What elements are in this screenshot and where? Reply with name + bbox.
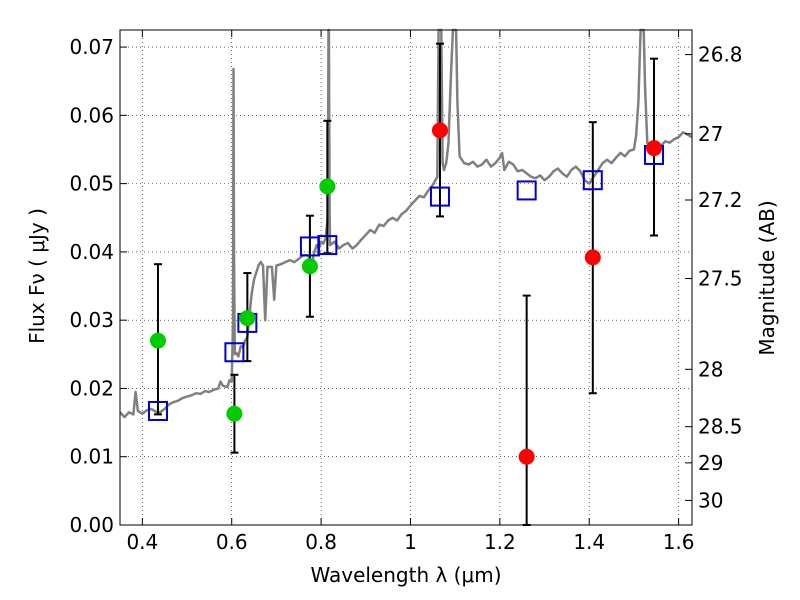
- right-axis-label: Magnitude (AB): [755, 200, 779, 355]
- right-tick-label: 29: [698, 451, 723, 475]
- x-tick-label: 1.4: [573, 530, 605, 554]
- green-data-point: [301, 258, 318, 275]
- right-magnitude-axis: 26.8 27 27.2 27.5 28 28.5 29 30: [685, 43, 743, 512]
- y-tick-label: 0.02: [69, 376, 114, 400]
- right-tick-label: 27.5: [698, 267, 743, 291]
- model-photometry-square: [224, 342, 245, 363]
- x-tick-label: 1.6: [663, 530, 695, 554]
- model-photometry-square: [147, 400, 168, 421]
- green-data-point: [149, 332, 166, 349]
- y-tick-label: 0.06: [69, 103, 114, 127]
- y-tick-label: 0.07: [69, 35, 114, 59]
- right-tick-label: 27.2: [698, 188, 743, 212]
- y-tick-label: 0.04: [69, 240, 114, 264]
- right-tick-label: 30: [698, 488, 723, 512]
- x-tick-label: 0.8: [305, 530, 337, 554]
- model-spectrum-line: [119, 28, 693, 419]
- grid: [120, 30, 692, 526]
- model-photometry-square: [582, 170, 603, 191]
- plot-frame: [119, 29, 693, 526]
- green-data-point: [239, 310, 256, 327]
- y-axis: 0.00 0.01 0.02 0.03 0.04 0.05 0.06 0.07: [69, 35, 127, 537]
- right-tick-label: 27: [698, 122, 723, 146]
- green-data-point: [319, 178, 336, 195]
- y-tick-label: 0.00: [69, 513, 114, 537]
- y-axis-label: Flux Fν ( μJy ): [25, 208, 49, 344]
- model-photometry-square: [317, 235, 338, 256]
- x-axis: 0.4 0.6 0.8 1 1.2 1.4 1.6: [126, 30, 695, 554]
- error-bars: [153, 42, 659, 526]
- red-data-point: [584, 249, 601, 266]
- x-tick-label: 1: [404, 530, 417, 554]
- red-data-point: [518, 448, 535, 465]
- y-tick-label: 0.03: [69, 308, 114, 332]
- data-markers: [147, 122, 665, 465]
- x-tick-label: 0.6: [216, 530, 248, 554]
- model-photometry-square: [429, 186, 450, 207]
- right-tick-label: 28.5: [698, 415, 743, 439]
- x-tick-label: 0.4: [126, 530, 158, 554]
- red-data-point: [431, 122, 448, 139]
- green-data-point: [226, 405, 243, 422]
- model-photometry-square: [516, 180, 537, 201]
- x-axis-label: Wavelength λ (μm): [310, 563, 501, 587]
- y-tick-label: 0.01: [69, 445, 114, 469]
- y-tick-label: 0.05: [69, 172, 114, 196]
- right-tick-label: 26.8: [698, 43, 743, 67]
- x-tick-label: 1.2: [484, 530, 516, 554]
- red-data-point: [646, 140, 663, 157]
- right-tick-label: 28: [698, 357, 723, 381]
